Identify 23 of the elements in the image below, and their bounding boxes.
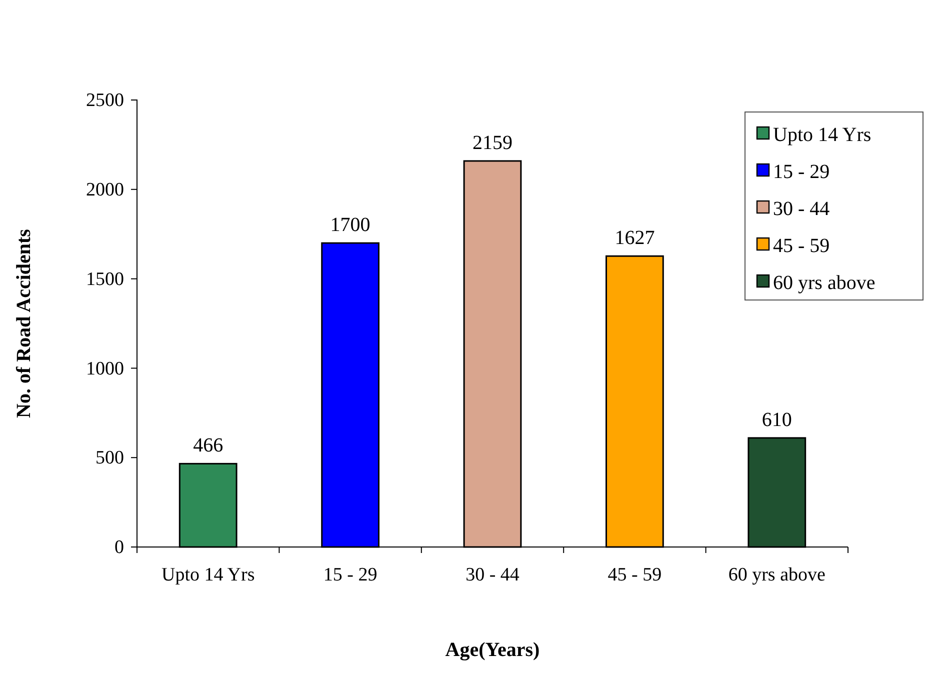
y-tick-label: 2500 [86, 90, 124, 112]
x-tick-label: 30 - 44 [466, 564, 520, 586]
x-tick-label: 45 - 59 [608, 564, 662, 586]
y-tick-label: 500 [96, 448, 124, 469]
y-tick-label: 2000 [86, 179, 124, 200]
x-tick-label: Upto 14 Yrs [161, 564, 255, 586]
y-tick-label: 1500 [86, 268, 124, 290]
data-label: 1627 [614, 227, 655, 250]
y-axis-title: No. of Road Accidents [13, 228, 35, 418]
data-label: 1700 [330, 214, 370, 236]
legend-label: 30 - 44 [773, 198, 830, 220]
legend-label: Upto 14 Yrs [773, 124, 872, 146]
data-label: 610 [762, 408, 792, 431]
legend-label: 45 - 59 [773, 235, 830, 257]
y-tick-label: 0 [114, 537, 124, 558]
data-label: 466 [193, 434, 224, 457]
x-axis-title: Age(Years) [445, 639, 540, 661]
y-tick-label: 1000 [86, 358, 124, 380]
legend-label: 15 - 29 [773, 161, 830, 183]
x-tick-label: 15 - 29 [323, 564, 378, 586]
data-label: 2159 [472, 132, 512, 154]
legend-label: 60 yrs above [773, 272, 876, 294]
x-tick-label: 60 yrs above [728, 564, 826, 586]
